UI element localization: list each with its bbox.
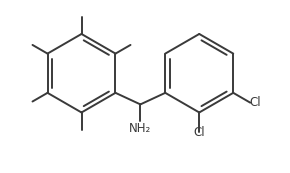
Text: Cl: Cl	[193, 126, 205, 139]
Text: Cl: Cl	[249, 97, 261, 110]
Text: NH₂: NH₂	[129, 122, 151, 135]
